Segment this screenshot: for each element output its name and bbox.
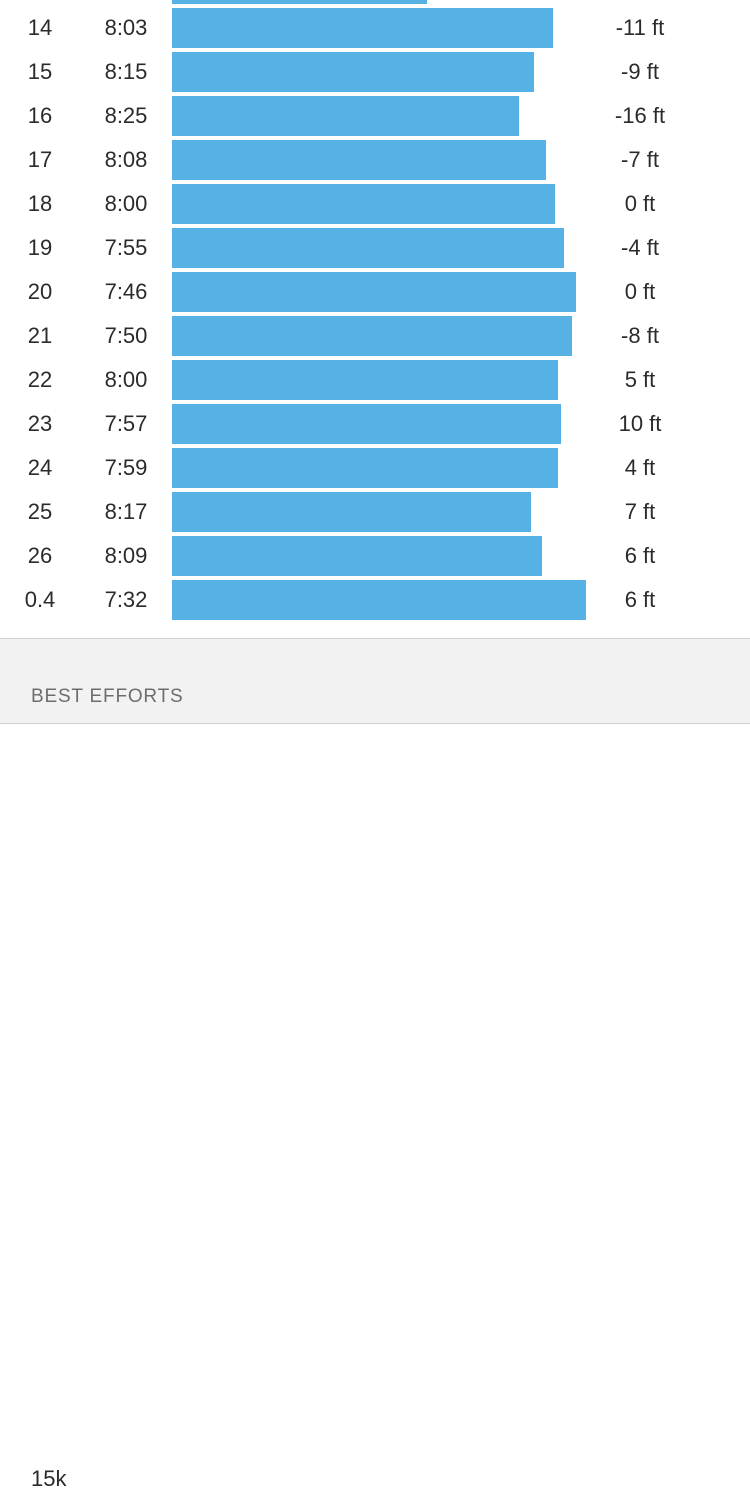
split-elevation: 0 ft [624,191,656,216]
split-mile: 20 [27,279,53,304]
split-pace-bar [172,316,572,356]
split-row[interactable]: 26 8:09 6 ft [0,536,750,576]
split-mile: 26 [27,543,53,568]
split-pace: 7:57 [104,411,148,436]
split-elevation: 6 ft [624,587,656,612]
split-pace: 8:08 [104,147,148,172]
split-row[interactable]: 14 8:03 -11 ft [0,8,750,48]
split-pace: 7:32 [104,587,148,612]
split-mile: 0.4 [24,587,56,612]
split-pace: 8:09 [104,543,148,568]
split-row[interactable]: 23 7:57 10 ft [0,404,750,444]
split-elevation: 10 ft [618,411,662,436]
split-elevation: 0 ft [624,279,656,304]
split-pace-bar [172,360,558,400]
split-elevation: -11 ft [615,15,665,40]
split-pace: 7:46 [104,279,148,304]
splits-table: 14 8:03 -11 ft 15 8:15 -9 ft 16 8:25 -16 ft 17 8:0… [0,0,750,640]
splits-bottom-divider [0,638,750,639]
split-pace: 8:03 [104,15,148,40]
split-row[interactable]: 18 8:00 0 ft [0,184,750,224]
split-elevation: -8 ft [621,323,659,348]
split-mile: 22 [27,367,53,392]
split-elevation: -4 ft [621,235,659,260]
best-efforts-list: 15k [0,724,750,1491]
split-row[interactable]: 20 7:46 0 ft [0,272,750,312]
split-row[interactable]: 21 7:50 -8 ft [0,316,750,356]
split-elevation: 5 ft [624,367,656,392]
split-pace-bar [172,404,561,444]
split-pace: 7:55 [104,235,148,260]
split-pace: 8:15 [104,59,148,84]
best-efforts-title: BEST EFFORTS [31,686,184,707]
best-efforts-divider [0,723,750,724]
split-elevation: -7 ft [621,147,659,172]
split-row[interactable]: 24 7:59 4 ft [0,448,750,488]
split-pace-bar [172,448,558,488]
split-pace: 8:25 [104,103,148,128]
split-mile: 16 [27,103,53,128]
split-row[interactable]: 25 8:17 7 ft [0,492,750,532]
split-pace: 8:17 [104,499,148,524]
split-mile: 14 [27,15,53,40]
split-pace-bar [172,580,586,620]
best-effort-item-label[interactable]: 15k [31,1466,67,1491]
split-pace-bar [172,184,555,224]
split-pace: 7:50 [104,323,148,348]
split-pace: 8:00 [104,367,148,392]
split-mile: 25 [27,499,53,524]
split-pace-bar [172,96,519,136]
split-pace-bar [172,536,542,576]
split-elevation: -9 ft [621,59,659,84]
split-row[interactable]: 16 8:25 -16 ft [0,96,750,136]
split-mile: 21 [27,323,53,348]
split-row[interactable]: 19 7:55 -4 ft [0,228,750,268]
split-mile: 18 [27,191,53,216]
split-pace-bar [172,8,553,48]
best-efforts-header [0,639,750,723]
split-mile: 19 [27,235,53,260]
split-pace-bar [172,272,576,312]
split-pace-bar [172,140,546,180]
split-mile: 15 [27,59,53,84]
split-pace: 8:00 [104,191,148,216]
partial-pace-bar-previous-row [172,0,427,4]
split-elevation: 7 ft [624,499,656,524]
split-mile: 17 [27,147,53,172]
split-elevation: 6 ft [624,543,656,568]
split-row[interactable]: 17 8:08 -7 ft [0,140,750,180]
split-elevation: 4 ft [624,455,656,480]
split-row[interactable]: 0.4 7:32 6 ft [0,580,750,620]
split-elevation: -16 ft [614,103,666,128]
split-pace-bar [172,228,564,268]
split-pace-bar [172,52,534,92]
split-pace-bar [172,492,531,532]
split-pace: 7:59 [104,455,148,480]
split-mile: 23 [27,411,53,436]
split-mile: 24 [27,455,53,480]
split-row[interactable]: 15 8:15 -9 ft [0,52,750,92]
split-row[interactable]: 22 8:00 5 ft [0,360,750,400]
